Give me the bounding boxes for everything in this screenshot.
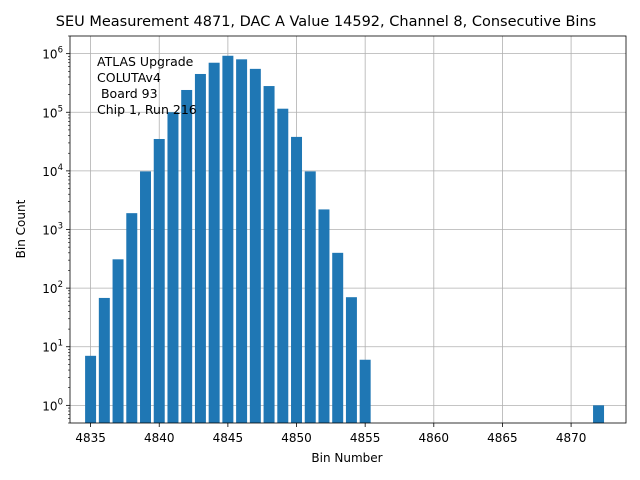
y-tick-exponent: 3 [58, 222, 63, 232]
chart-title: SEU Measurement 4871, DAC A Value 14592,… [56, 14, 596, 30]
y-tick-label: 100 [42, 397, 63, 413]
x-tick-label: 4835 [75, 431, 106, 445]
histogram-bar [85, 355, 97, 423]
histogram-bar [593, 405, 605, 423]
y-tick-exponent: 5 [58, 104, 63, 114]
histogram-bar [249, 68, 261, 423]
y-tick-base: 10 [42, 399, 57, 413]
x-tick-label: 4840 [144, 431, 175, 445]
histogram-bar [208, 62, 220, 423]
y-tick-label: 103 [42, 222, 63, 238]
histogram-bar [277, 108, 289, 423]
y-tick-label: 104 [42, 163, 63, 179]
y-tick-label: 105 [42, 104, 63, 120]
axes-layer: 4835 4840 4845 4850 4855 4860 4865 487010010110… [42, 35, 627, 445]
x-tick-label: 4855 [350, 431, 381, 445]
histogram-bar [112, 259, 124, 423]
y-tick-base: 10 [42, 106, 57, 120]
x-tick-label: 4870 [556, 431, 587, 445]
bars-layer [85, 55, 605, 424]
histogram-bar [98, 297, 110, 423]
y-tick-exponent: 1 [58, 339, 63, 349]
histogram-bar [304, 171, 316, 423]
x-axis-label: Bin Number [311, 451, 382, 465]
histogram-bar [194, 73, 206, 423]
annotation-line: Chip 1, Run 216 [97, 102, 197, 117]
x-tick-label: 4860 [419, 431, 450, 445]
annotation-line: ATLAS Upgrade [97, 54, 194, 69]
histogram-bar [263, 86, 275, 424]
y-tick-base: 10 [42, 48, 57, 62]
y-tick-base: 10 [42, 282, 57, 296]
x-tick-label: 4850 [281, 431, 312, 445]
y-tick-base: 10 [42, 341, 57, 355]
histogram-bar [236, 59, 248, 423]
histogram-bar [332, 252, 344, 423]
y-tick-exponent: 0 [58, 397, 63, 407]
annotation-line: COLUTAv4 [97, 70, 161, 85]
y-tick-exponent: 4 [58, 163, 63, 173]
x-tick-label: 4865 [487, 431, 518, 445]
histogram-bar [359, 359, 371, 423]
y-tick-exponent: 6 [58, 46, 63, 56]
histogram-bar [318, 209, 330, 423]
histogram-bar [140, 171, 151, 423]
y-tick-label: 101 [42, 339, 63, 355]
y-axis-label: Bin Count [14, 199, 28, 258]
histogram-bar [345, 297, 357, 423]
histogram-bar [126, 213, 138, 423]
histogram-bar [181, 89, 193, 423]
annotation-line: Board 93 [97, 86, 158, 101]
histogram-bar [222, 55, 234, 423]
y-tick-label: 106 [42, 46, 63, 62]
histogram-bar [153, 138, 165, 423]
y-tick-base: 10 [42, 165, 57, 179]
y-tick-base: 10 [42, 224, 57, 238]
x-tick-label: 4845 [213, 431, 244, 445]
y-tick-label: 102 [42, 280, 63, 296]
histogram-bar [291, 136, 303, 424]
y-tick-exponent: 2 [58, 280, 63, 290]
histogram-bar [167, 112, 179, 424]
